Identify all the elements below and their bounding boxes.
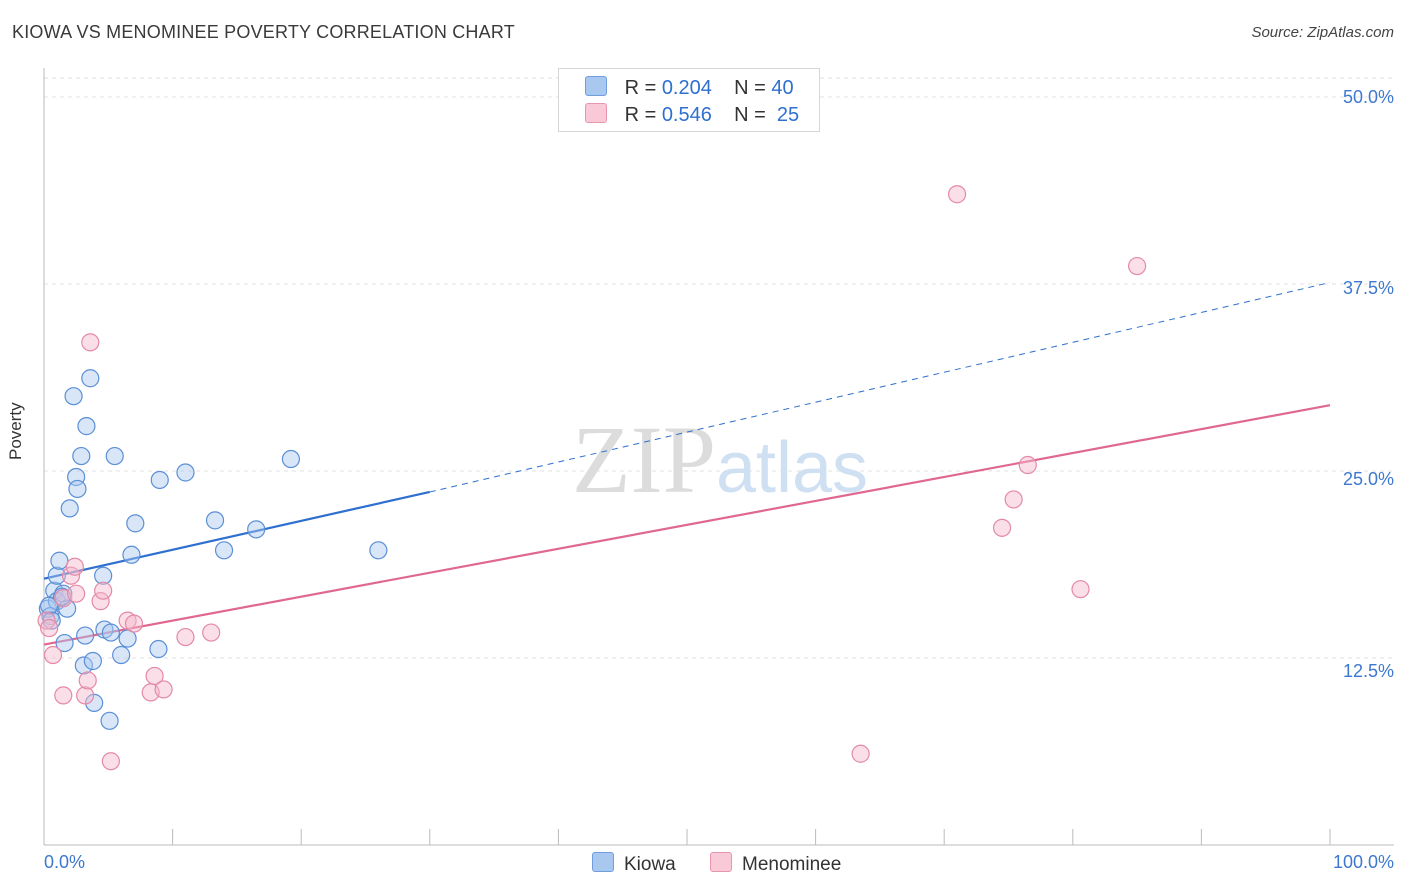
data-point-kiowa — [83, 651, 102, 671]
x-tick-label-min: 0.0% — [44, 852, 86, 872]
data-point-menominee — [76, 686, 95, 705]
data-point-menominee — [81, 333, 100, 352]
data-point-kiowa — [150, 470, 169, 490]
legend-row-menominee: R = 0.546 N = 25 — [585, 103, 799, 127]
data-point-kiowa — [149, 639, 168, 659]
data-point-menominee — [992, 518, 1012, 537]
data-point-menominee — [1018, 455, 1037, 475]
data-point-menominee — [202, 623, 221, 642]
data-point-kiowa — [68, 479, 87, 499]
data-point-menominee — [947, 185, 967, 204]
x-tick-label-max: 100.0% — [1332, 852, 1394, 872]
y-tick-label: 37.5% — [1342, 278, 1394, 298]
data-point-menominee — [176, 627, 195, 647]
data-point-menominee — [851, 744, 870, 763]
data-point-menominee — [154, 680, 173, 699]
legend-r-label: R = — [624, 77, 657, 99]
legend-n-value: 25 — [776, 104, 800, 126]
legend-row-kiowa: R = 0.204 N = 40 — [585, 76, 794, 100]
data-point-kiowa — [54, 584, 73, 603]
data-point-kiowa — [58, 599, 77, 618]
trend-line-menominee — [43, 404, 1331, 646]
data-point-menominee — [65, 557, 84, 576]
legend-swatch-menominee — [585, 103, 607, 123]
data-point-menominee — [54, 686, 73, 705]
data-point-kiowa — [72, 446, 91, 466]
bottom-swatch-kiowa — [592, 852, 614, 872]
data-point-kiowa — [42, 611, 61, 630]
bottom-swatch-menominee — [710, 852, 732, 872]
legend-n-label: N = — [734, 77, 766, 99]
data-point-menominee — [61, 566, 81, 585]
grid-lines — [44, 77, 1394, 659]
legend-r-value: 0.204 — [661, 77, 712, 99]
data-point-kiowa — [77, 417, 96, 436]
legend-r-label: R = — [624, 104, 657, 126]
trend-line-kiowa — [43, 490, 431, 580]
bottom-legend-menominee: Menominee — [710, 852, 841, 876]
chart-title: KIOWA VS MENOMINEE POVERTY CORRELATION C… — [12, 22, 515, 42]
data-point-menominee — [67, 584, 86, 603]
data-point-kiowa — [281, 449, 301, 469]
watermark-atlas: atlas — [716, 428, 868, 508]
data-point-kiowa — [74, 656, 93, 675]
watermark-zip: ZIP — [572, 406, 716, 513]
data-point-kiowa — [101, 623, 120, 642]
data-point-kiowa — [81, 369, 100, 388]
data-point-menominee — [101, 752, 120, 771]
data-point-kiowa — [112, 645, 131, 665]
data-point-menominee — [1071, 580, 1090, 599]
legend-r-value: 0.546 — [661, 104, 712, 126]
source-label: Source: ZipAtlas.com — [1251, 24, 1394, 41]
y-axis-title: Poverty — [6, 402, 25, 460]
data-point-menominee — [91, 592, 110, 611]
legend-swatch-kiowa — [585, 76, 607, 96]
trend-lines — [43, 282, 1331, 646]
data-point-kiowa — [100, 711, 119, 730]
data-point-menominee — [78, 671, 97, 690]
legend-n-value: 40 — [771, 77, 794, 99]
data-point-kiowa — [118, 629, 137, 648]
data-point-kiowa — [60, 499, 79, 518]
legend-n-label: N = — [734, 104, 766, 126]
data-point-kiowa — [50, 551, 69, 570]
data-point-menominee — [37, 611, 56, 630]
data-point-menominee — [1127, 256, 1147, 276]
y-tick-label: 25.0% — [1342, 469, 1394, 489]
data-point-kiowa — [214, 541, 234, 560]
correlation-legend: R = 0.204 N = 40 R = 0.546 N = 25 — [558, 68, 820, 132]
y-tick-label: 12.5% — [1342, 661, 1394, 681]
data-point-kiowa — [47, 566, 66, 585]
data-point-kiowa — [55, 633, 74, 653]
data-point-kiowa — [247, 520, 266, 539]
data-point-kiowa — [64, 387, 83, 406]
data-point-menominee — [145, 666, 164, 686]
data-point-menominee — [40, 618, 59, 638]
watermark: ZIPatlas — [572, 406, 868, 513]
data-point-menominee — [1004, 490, 1023, 509]
data-point-menominee — [43, 645, 63, 665]
y-tick-label: 50.0% — [1342, 87, 1394, 107]
data-point-menominee — [94, 581, 113, 600]
data-point-kiowa — [122, 545, 141, 564]
axes — [43, 68, 1394, 846]
data-point-kiowa — [369, 541, 388, 560]
data-point-kiowa — [126, 514, 145, 533]
data-point-kiowa — [176, 463, 195, 482]
bottom-legend-label: Menominee — [742, 854, 842, 875]
data-point-kiowa — [105, 446, 124, 466]
trend-line-extension-kiowa — [429, 282, 1331, 493]
data-point-menominee — [124, 614, 144, 633]
data-points — [37, 185, 1147, 771]
data-point-kiowa — [76, 626, 95, 645]
data-point-kiowa — [40, 596, 59, 615]
bottom-legend-label: Kiowa — [624, 854, 676, 875]
data-point-kiowa — [94, 566, 113, 585]
data-point-kiowa — [205, 511, 225, 530]
bottom-legend-kiowa: Kiowa — [592, 852, 676, 876]
